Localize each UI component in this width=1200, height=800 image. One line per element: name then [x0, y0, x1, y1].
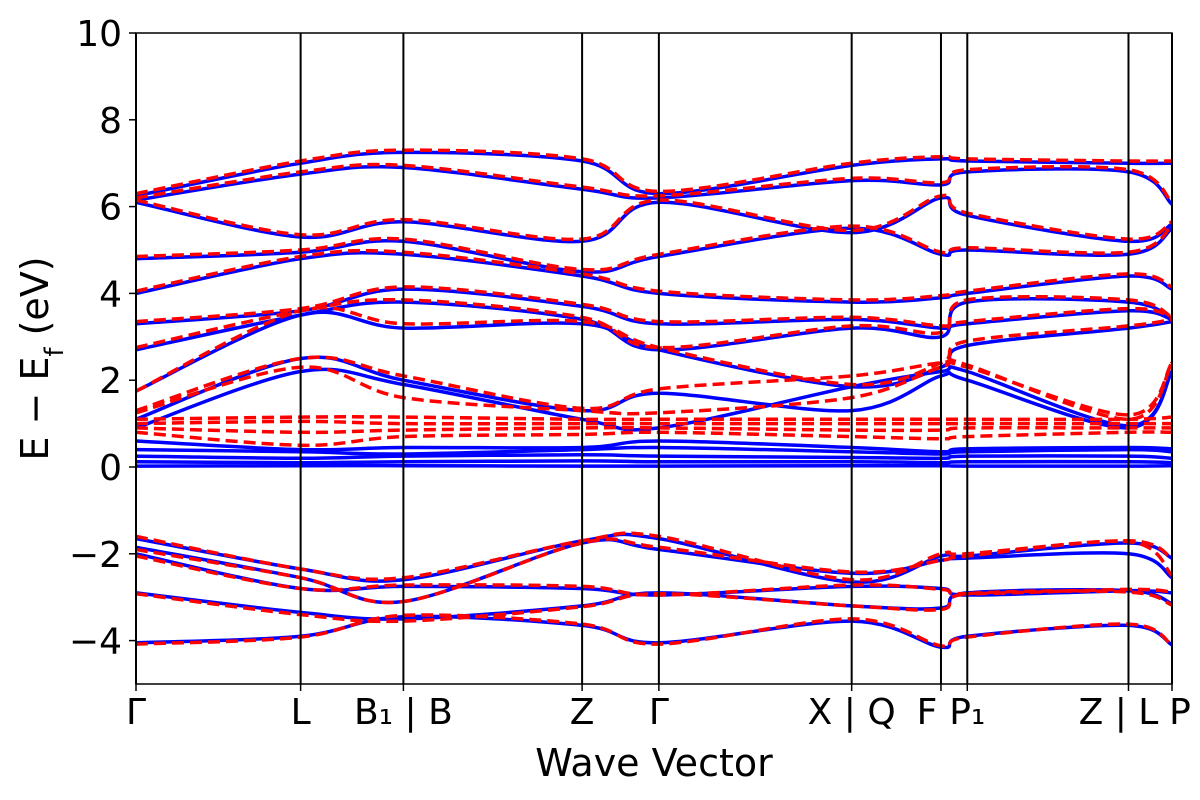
x-tick-label-2: B₁ | B — [354, 692, 453, 733]
band-line-solid-11 — [136, 355, 1172, 430]
band-line-dashed-13 — [136, 285, 1172, 328]
x-tick-label-3: Z — [570, 692, 595, 733]
y-axis-title-unit: (eV) — [13, 256, 57, 347]
y-axis-title-sub: f — [40, 347, 70, 357]
band-line-solid-5 — [136, 463, 1172, 468]
x-tick-label-6: F — [917, 692, 938, 733]
x-tick-label-7: P₁ — [949, 692, 985, 733]
band-line-solid-9 — [136, 439, 1172, 454]
plot-frame — [135, 32, 1173, 685]
x-tick-label-0: Γ — [126, 692, 146, 733]
y-tick-label-5: 6 — [99, 188, 122, 229]
band-line-solid-14 — [136, 287, 1172, 330]
band-line-dashed-10 — [136, 355, 1172, 422]
y-tick-label-2: 0 — [99, 448, 122, 489]
band-line-solid-13 — [136, 297, 1172, 352]
y-axis-title: E − Ef (eV) — [13, 256, 70, 460]
band-line-solid-17 — [136, 195, 1172, 244]
band-line-dashed-8 — [136, 415, 1172, 422]
band-line-solid-6 — [136, 459, 1172, 465]
y-axis-title-main: E − E — [13, 357, 57, 461]
band-line-dashed-5 — [136, 430, 1172, 448]
band-line-dashed-6 — [136, 425, 1172, 435]
x-tick-label-4: Γ — [649, 692, 669, 733]
x-tick-label-8: Z | L — [1079, 692, 1159, 733]
band-line-solid-15 — [136, 250, 1172, 304]
band-line-solid-8 — [136, 445, 1172, 456]
band-line-dashed-16 — [136, 193, 1172, 242]
band-line-dashed-7 — [136, 419, 1172, 426]
x-axis-title: Wave Vector — [535, 741, 773, 785]
bands-layer — [136, 148, 1172, 650]
x-tick-label-5: X | Q — [808, 692, 896, 733]
band-line-solid-19 — [136, 150, 1172, 198]
band-line-dashed-1 — [136, 589, 1172, 624]
band-line-dashed-11 — [136, 305, 1172, 393]
band-line-solid-7 — [136, 453, 1172, 461]
x-tick-label-1: L — [291, 692, 311, 733]
x-tick-label-9: P — [1169, 692, 1191, 733]
band-line-dashed-0 — [136, 613, 1172, 649]
band-line-dashed-17 — [136, 162, 1172, 204]
y-tick-label-3: 2 — [99, 361, 122, 402]
band-line-dashed-4 — [136, 531, 1172, 582]
band-line-dashed-18 — [136, 148, 1172, 196]
y-tick-label-4: 4 — [99, 274, 122, 315]
y-tick-label-7: 10 — [76, 14, 122, 55]
y-tick-label-6: 8 — [99, 101, 122, 142]
band-line-dashed-14 — [136, 248, 1172, 302]
band-line-solid-12 — [136, 310, 1172, 393]
band-line-dashed-12 — [136, 294, 1172, 350]
y-axis: −4 −2 0 2 4 6 8 10 — [69, 14, 136, 663]
y-tick-label-1: −2 — [69, 535, 122, 576]
band-line-solid-18 — [136, 164, 1172, 206]
band-line-dashed-15 — [136, 224, 1172, 272]
band-line-solid-16 — [136, 226, 1172, 274]
y-tick-label-0: −4 — [69, 622, 122, 663]
